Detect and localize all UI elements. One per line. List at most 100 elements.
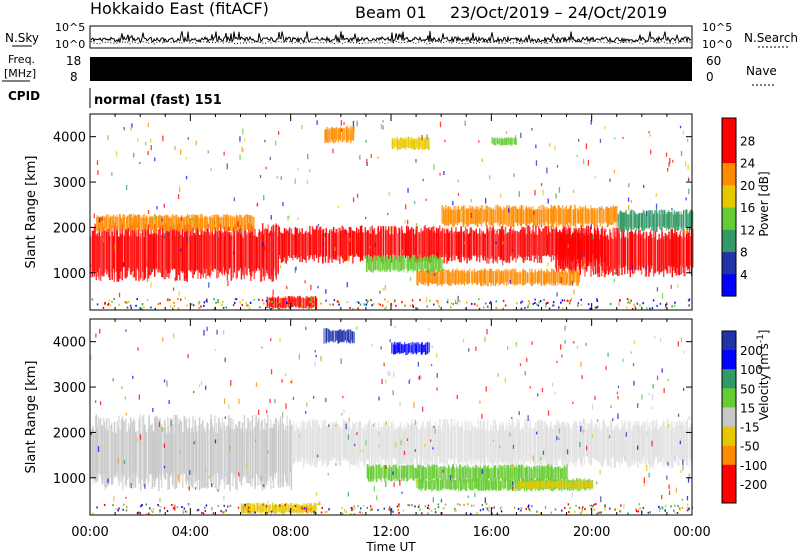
speckle [512, 215, 514, 220]
data-streak [366, 255, 368, 273]
data-streak [624, 236, 627, 266]
data-streak [400, 465, 403, 481]
data-streak [578, 269, 580, 283]
speckle [513, 173, 515, 177]
speckle [237, 506, 240, 509]
speckle [272, 304, 275, 307]
data-streak [359, 423, 362, 463]
speckle [579, 441, 581, 448]
data-streak [199, 433, 201, 480]
speckle [144, 483, 146, 489]
speckle [137, 511, 140, 514]
speckle [560, 344, 562, 350]
data-streak [511, 270, 513, 285]
speckle [370, 471, 372, 476]
speckle [526, 357, 528, 362]
data-streak [476, 234, 478, 262]
data-streak [538, 209, 541, 226]
data-streak [115, 230, 117, 272]
speckle [256, 203, 259, 207]
data-streak [129, 427, 131, 488]
speckle [535, 160, 538, 166]
data-streak [455, 206, 457, 224]
data-streak [369, 256, 371, 272]
data-region [323, 328, 355, 344]
speckle [478, 307, 481, 310]
data-streak [473, 426, 475, 465]
colorbar-tick-label: 24 [740, 157, 755, 171]
speckle [665, 304, 667, 307]
data-streak [452, 481, 454, 491]
data-streak [614, 430, 617, 468]
speckle [227, 505, 229, 508]
data-streak [558, 205, 560, 225]
speckle [314, 350, 316, 353]
data-streak [351, 127, 353, 141]
data-streak [542, 428, 544, 461]
speckle [157, 303, 159, 305]
data-streak [227, 424, 229, 485]
data-streak [590, 208, 592, 226]
data-streak [200, 228, 202, 274]
speckle [651, 307, 654, 310]
speckle [558, 187, 561, 193]
data-streak [485, 206, 488, 223]
data-streak [665, 427, 667, 465]
data-streak [642, 209, 645, 231]
data-streak [507, 430, 509, 467]
speckle [396, 505, 399, 508]
speckle [600, 207, 602, 210]
data-streak [425, 138, 428, 148]
speckle [427, 270, 429, 273]
data-streak [472, 230, 475, 256]
data-streak [540, 231, 543, 263]
data-streak [324, 419, 326, 463]
speckle [208, 475, 210, 478]
data-streak [417, 464, 419, 478]
data-streak [419, 138, 421, 148]
speckle [483, 235, 486, 238]
speckle [387, 300, 389, 303]
data-streak [648, 426, 650, 464]
data-streak [477, 466, 479, 481]
speckle [674, 454, 676, 461]
data-streak [326, 127, 328, 143]
speckle [604, 126, 606, 130]
speckle [153, 228, 155, 234]
speckle [282, 412, 284, 419]
speckle [126, 184, 128, 190]
speckle [130, 307, 132, 310]
speckle [635, 510, 638, 513]
speckle [325, 289, 327, 294]
colorbar-tick-label: 12 [740, 223, 755, 237]
speckle [635, 508, 637, 511]
data-streak [399, 255, 401, 271]
speckle [278, 303, 280, 306]
data-streak [201, 433, 203, 481]
data-streak [429, 272, 431, 283]
speckle [418, 376, 420, 380]
speckle [454, 299, 457, 302]
speckle [179, 186, 181, 193]
data-streak [678, 211, 680, 230]
data-streak [234, 217, 236, 230]
data-streak [348, 421, 350, 462]
data-streak [230, 418, 232, 474]
speckle [581, 510, 583, 513]
speckle [680, 469, 682, 473]
data-streak [401, 233, 404, 258]
data-streak [548, 272, 551, 285]
data-streak [660, 425, 663, 462]
data-streak [593, 425, 595, 461]
data-streak [412, 465, 414, 480]
speckle [369, 505, 372, 508]
data-streak [210, 414, 212, 485]
speckle [667, 462, 669, 466]
data-streak [275, 223, 277, 280]
data-streak [352, 425, 355, 465]
speckle [554, 508, 557, 511]
data-streak [588, 209, 591, 224]
speckle [419, 299, 421, 302]
velocity-panel-frame [89, 318, 693, 516]
speckle [604, 504, 606, 507]
